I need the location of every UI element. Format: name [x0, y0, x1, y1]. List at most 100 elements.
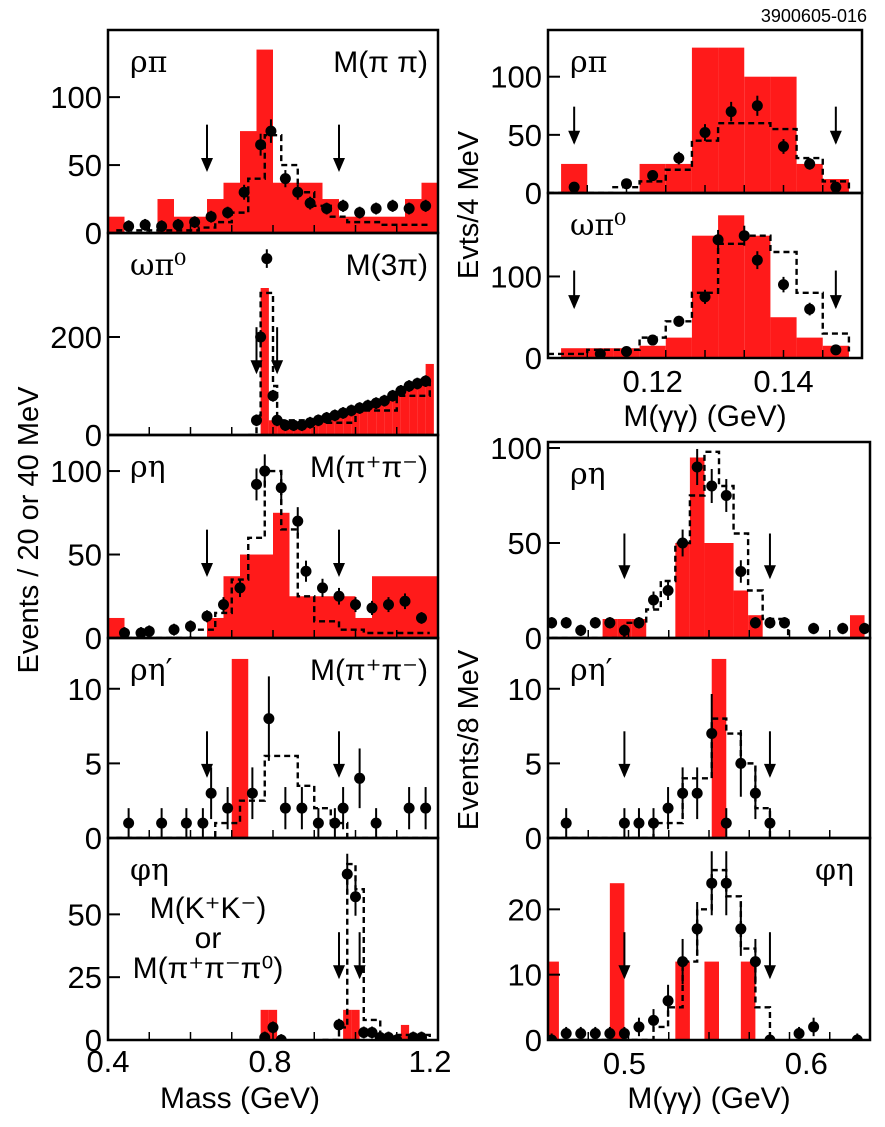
data-point [180, 817, 192, 829]
data-point [735, 757, 747, 769]
data-point [218, 599, 229, 611]
data-point [677, 787, 689, 799]
data-point [764, 1034, 776, 1040]
y-tick-label: 0 [85, 216, 102, 251]
left-x-tick-label: 0.4 [86, 1044, 129, 1079]
y-tick-label: 50 [508, 526, 542, 561]
histogram-bar [417, 378, 426, 435]
y-tick-label: 25 [68, 960, 102, 995]
plot-area [248, 249, 434, 435]
data-point [677, 537, 689, 549]
data-point [575, 624, 587, 636]
data-point [594, 348, 606, 358]
selection-arrowhead [333, 965, 345, 980]
data-point [172, 219, 184, 231]
histogram-bar [409, 383, 418, 435]
histogram-bar [400, 1024, 410, 1040]
panel-r4: 0 5 10 ρη′ [508, 636, 872, 856]
mass-variable-label: M(π⁺π⁻) [310, 654, 428, 687]
data-point [618, 624, 630, 636]
data-point [575, 1027, 587, 1039]
expected-curve [116, 469, 430, 638]
data-point [706, 877, 718, 889]
histogram-bar [400, 390, 410, 435]
data-point [374, 1031, 386, 1040]
data-point [288, 419, 300, 431]
data-point [720, 817, 732, 829]
mass-variable-label: M(π π) [333, 46, 428, 79]
data-point [261, 253, 273, 265]
mass-variable-label: M(π⁺π⁻π⁰) [133, 952, 284, 985]
histogram-bar [392, 395, 401, 435]
data-point [403, 203, 415, 215]
data-point [354, 772, 366, 784]
y-tick-label: 5 [85, 746, 102, 781]
data-point [830, 344, 842, 356]
histogram-bar [223, 576, 240, 638]
data-point [333, 1019, 345, 1031]
data-point [738, 230, 750, 242]
histogram-bar [355, 216, 372, 233]
histogram-bar [796, 337, 823, 358]
mass-variable-label: M(3π) [346, 249, 428, 282]
histogram-bar [260, 288, 269, 435]
histogram-bar [384, 398, 393, 435]
histogram-bar [376, 403, 385, 435]
data-point [804, 158, 816, 170]
data-point [589, 617, 601, 629]
plot-area [548, 851, 863, 1040]
data-point [751, 254, 763, 266]
histogram-bar [561, 348, 588, 358]
data-point [271, 414, 283, 426]
data-point [265, 125, 277, 137]
channel-label: ρη′ [130, 653, 173, 688]
data-point [778, 140, 789, 152]
expected-curve [116, 133, 430, 232]
histogram-bar [322, 596, 339, 638]
data-point [333, 590, 345, 602]
data-point [647, 170, 659, 182]
y-tick-label: 100 [50, 80, 102, 115]
data-point [321, 412, 333, 424]
histogram-bar [548, 961, 559, 1040]
data-point [403, 802, 415, 814]
histogram-bar [639, 345, 666, 358]
left-x-axis-label: Mass (GeV) [160, 1082, 320, 1115]
data-point [699, 291, 711, 303]
panel-l2: 0 200 ωπ⁰ M(3π) [50, 231, 440, 453]
expected-curve [116, 754, 430, 838]
y-tick-label: 0 [85, 418, 102, 453]
data-point [749, 787, 761, 799]
histogram-bar [240, 554, 257, 638]
data-point [263, 713, 275, 725]
figure-id: 3900605-016 [761, 6, 867, 26]
expected-curve [551, 868, 772, 1040]
data-point [691, 461, 703, 473]
data-point [633, 617, 645, 629]
plot-area [551, 658, 776, 838]
data-point [275, 482, 287, 494]
histogram-bar [733, 590, 749, 638]
data-point [420, 200, 432, 212]
selection-arrowhead [333, 763, 345, 778]
histogram-bar [293, 425, 302, 435]
y-tick-label: 0 [85, 1023, 102, 1058]
data-point [720, 490, 732, 501]
mass-variable-label: M(K⁺K⁻) [150, 892, 267, 925]
data-point [548, 1034, 558, 1040]
histogram-bar [306, 182, 323, 233]
data-point [123, 220, 135, 232]
data-point [279, 802, 291, 814]
data-point [370, 203, 382, 215]
selection-arrowhead [333, 157, 345, 172]
expected-curve [548, 122, 851, 193]
data-point [345, 405, 357, 416]
y-tick-label: 0 [525, 621, 542, 656]
panel-l5: 0 25 50 φη M(K⁺K⁻)orM(π⁺π⁻π⁰) [68, 836, 440, 1058]
y-tick-label: 0 [525, 1023, 542, 1058]
data-point [673, 152, 685, 164]
histogram-bar [260, 1009, 269, 1040]
data-point [633, 1021, 645, 1033]
